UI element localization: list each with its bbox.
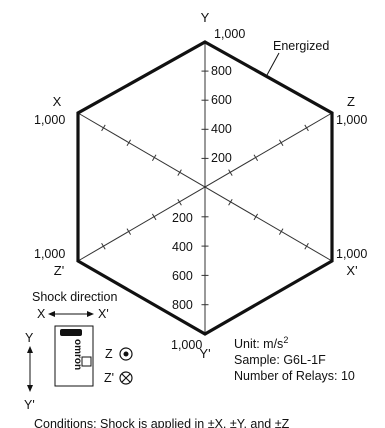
inset-z-prime-label: Z': [104, 371, 114, 385]
energized-label: Energized: [273, 39, 329, 53]
tick-mark-x-left-400: [151, 154, 157, 161]
tick-label-upper-400: 400: [211, 122, 232, 136]
conditions-text: Conditions: Shock is applied in ±X, ±Y, …: [34, 417, 290, 428]
inset-x-arrowhead-right: [87, 311, 94, 317]
tick-label-lower-200: 200: [172, 211, 193, 225]
tick-label-upper-800: 800: [211, 64, 232, 78]
energized-leader-line: [266, 52, 280, 76]
energized-hexagon: [76, 40, 334, 336]
tick-label-lower-600: 600: [172, 269, 193, 283]
tick-mark-x-right-600: [278, 228, 284, 235]
max-label-upper-right: 1,000: [336, 113, 367, 127]
unit-superscript: 2: [283, 335, 288, 345]
tick-mark-x-left-800: [101, 124, 106, 132]
inset-x-label: X: [37, 307, 46, 321]
tick-mark-z-left-200: [177, 198, 182, 206]
tick-mark-z-left-600: [126, 228, 132, 235]
max-label-lower-right: 1,000: [336, 247, 367, 261]
tick-mark-x-left-200: [177, 169, 182, 176]
tick-label-lower-800: 800: [172, 298, 193, 312]
inset-y-arrowhead-bottom: [27, 385, 33, 392]
sample-text: Sample: G6L-1F: [234, 353, 326, 367]
inset-y-prime-label: Y': [24, 398, 35, 412]
tick-mark-x-right-200: [228, 198, 233, 206]
inset-y-arrowhead-top: [27, 346, 33, 353]
max-label-lower-left: 1,000: [34, 247, 65, 261]
inset-x-prime-label: X': [98, 307, 109, 321]
relays-text: Number of Relays: 10: [234, 369, 355, 383]
unit-text: Unit: m/s2: [234, 335, 288, 351]
tick-label-upper-600: 600: [211, 93, 232, 107]
axis-label-y-prime: Y': [199, 346, 210, 361]
shock-direction-inset: Shock direction X X' Y Y' omron Z Z': [24, 290, 133, 412]
tick-label-upper-200: 200: [211, 151, 232, 165]
inset-x-arrowhead-left: [48, 311, 55, 317]
unit-prefix: Unit: m/s: [234, 337, 283, 351]
max-label-upper-left: 1,000: [34, 113, 65, 127]
axes-group: [77, 42, 333, 334]
tick-mark-z-right-400: [253, 154, 259, 161]
tick-marks-group: [101, 70, 309, 306]
max-label-bottom: 1,000: [171, 338, 202, 352]
axis-label-x: X: [53, 94, 62, 109]
relay-brand-logo: omron: [72, 339, 83, 370]
tick-mark-x-right-400: [253, 213, 259, 221]
tick-mark-z-left-800: [101, 243, 106, 250]
tick-mark-x-right-800: [304, 243, 309, 250]
dot-in-circle-icon: [119, 347, 133, 361]
tick-mark-z-right-600: [278, 139, 284, 147]
cross-in-circle-icon: [119, 371, 133, 385]
tick-mark-z-left-400: [151, 213, 157, 221]
axis-label-y: Y: [201, 10, 210, 25]
inset-z-label: Z: [105, 347, 113, 361]
tick-mark-z-right-200: [228, 169, 233, 176]
tick-mark-x-left-600: [126, 139, 132, 147]
tick-label-lower-400: 400: [172, 240, 193, 254]
inset-y-label: Y: [25, 331, 34, 345]
relay-top-bar: [60, 329, 82, 336]
shock-direction-title: Shock direction: [32, 290, 118, 304]
axis-label-z-prime: Z': [54, 263, 64, 278]
axis-label-z: Z: [347, 94, 355, 109]
tick-mark-z-right-800: [304, 124, 309, 132]
max-label-top: 1,000: [214, 27, 245, 41]
relay-terminal: [81, 356, 92, 367]
z-axis-line: [77, 112, 333, 262]
axis-label-x-prime: X': [346, 263, 357, 278]
